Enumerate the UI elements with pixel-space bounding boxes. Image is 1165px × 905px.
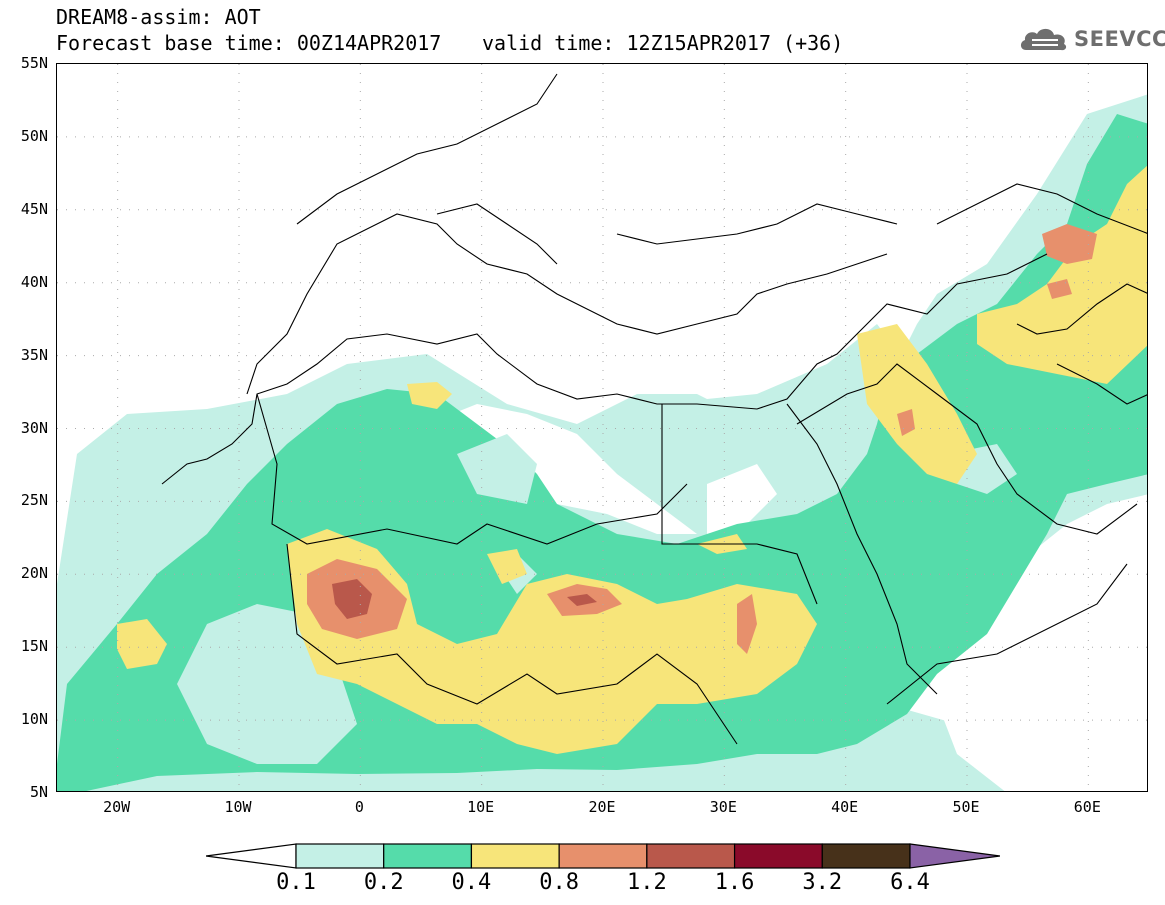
- lat-label: 30N: [20, 418, 48, 437]
- lat-label: 10N: [20, 710, 48, 729]
- colorbar-swatch: [383, 843, 473, 869]
- map-title: DREAM8-assim: AOT: [56, 5, 261, 29]
- colorbar-label: 1.6: [714, 870, 755, 895]
- colorbar-label: 0.2: [363, 870, 404, 895]
- colorbar-swatch: [558, 843, 648, 869]
- lat-label: 40N: [20, 272, 48, 291]
- colorbar-under-arrow: [205, 843, 297, 869]
- aot-low-regions: [257, 404, 1147, 791]
- lat-label: 5N: [29, 783, 48, 801]
- lat-label: 50N: [20, 126, 48, 145]
- lon-label: 30E: [709, 798, 737, 816]
- lon-label: 20E: [588, 798, 616, 816]
- map-plot-area: [56, 63, 1148, 792]
- colorbar-swatches: [205, 843, 1001, 869]
- lon-label: 60E: [1073, 798, 1101, 816]
- colorbar-label: 0.8: [539, 870, 580, 895]
- lon-label: 40E: [831, 798, 859, 816]
- aot-level-1.2: [332, 579, 597, 619]
- aot-level-0.4: [117, 165, 1147, 754]
- colorbar-label: 1.2: [626, 870, 667, 895]
- lat-label: 45N: [20, 199, 48, 218]
- map-gridlines: [57, 64, 1147, 791]
- lon-label: 10E: [467, 798, 495, 816]
- colorbar-label: 3.2: [802, 870, 843, 895]
- lon-label: 50E: [952, 798, 980, 816]
- lat-label: 15N: [20, 637, 48, 656]
- base-time-label: Forecast base time: 00Z14APR2017: [56, 31, 442, 55]
- colorbar-swatch: [646, 843, 736, 869]
- lat-label: 55N: [20, 54, 48, 72]
- colorbar-swatch: [821, 843, 911, 869]
- lon-label: 10W: [224, 798, 252, 816]
- lon-label: 0: [354, 798, 364, 816]
- logo-text: SEEVCCC: [1074, 27, 1165, 51]
- colorbar-label: 0.4: [451, 870, 492, 895]
- valid-time-label: valid time: 12Z15APR2017 (+36): [482, 31, 844, 55]
- aot-field-map: [57, 64, 1147, 791]
- lat-label: 20N: [20, 564, 48, 583]
- colorbar-swatch: [733, 843, 823, 869]
- colorbar: [205, 842, 1001, 876]
- cloud-logo-icon: [1020, 28, 1067, 51]
- lat-label: 35N: [20, 345, 48, 364]
- colorbar-label: 0.1: [276, 870, 316, 895]
- lon-label: 20W: [103, 798, 131, 816]
- lat-label: 25N: [20, 491, 48, 510]
- country-borders: [161, 73, 1147, 745]
- seevccc-logo: SEEVCCC: [1018, 24, 1165, 54]
- colorbar-swatch: [295, 843, 385, 869]
- colorbar-swatch: [470, 843, 560, 869]
- colorbar-over-arrow: [909, 843, 1001, 869]
- colorbar-label: 6.4: [890, 870, 930, 895]
